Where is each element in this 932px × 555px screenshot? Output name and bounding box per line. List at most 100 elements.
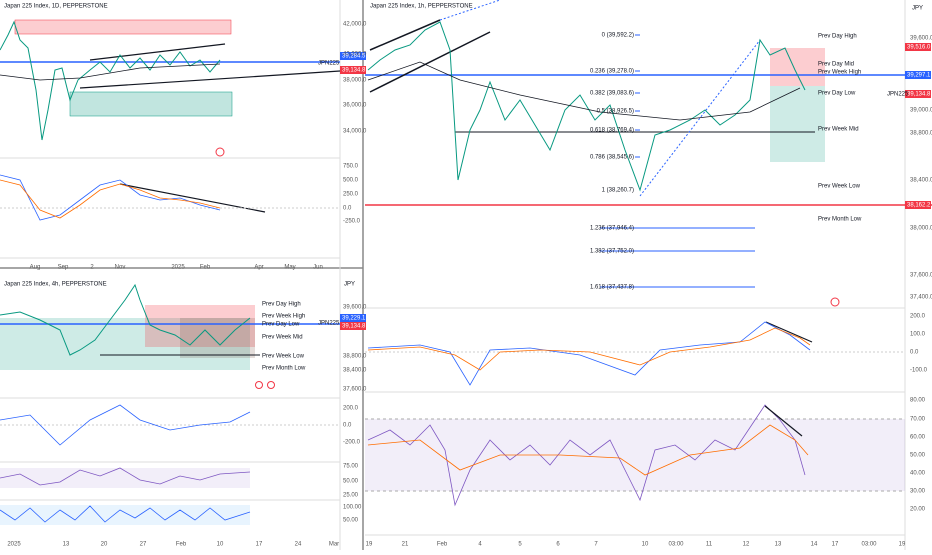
x-tick-label: Aug: [30, 265, 41, 271]
price-tag: [340, 314, 366, 322]
rsi-band: [365, 419, 905, 491]
x-tick-label: 11: [706, 542, 713, 548]
y-tick-label: 100.0: [910, 332, 926, 338]
y-tick-label: 75.00: [343, 464, 359, 470]
y-tick-label: 100.00: [343, 505, 362, 511]
price-line: [0, 283, 251, 356]
y-tick-label: 34,000.0: [343, 129, 367, 135]
price-line: [367, 21, 806, 192]
supply-zone: [14, 19, 232, 35]
alert-icon[interactable]: [215, 147, 225, 157]
price-tag: [340, 322, 366, 330]
symbol-tag: JPN225: [887, 92, 909, 98]
x-tick-label: 2025: [7, 542, 21, 548]
x-tick-label: 17: [832, 542, 839, 548]
y-tick-label: 37,600.0: [910, 273, 932, 279]
y-tick-label: 0.0: [343, 206, 352, 212]
chart-title: Japan 225 Index, 1h, PEPPERSTONE: [370, 4, 473, 10]
rsi-band: [0, 468, 250, 488]
macd-line: [367, 321, 811, 386]
x-tick-label: 6: [556, 542, 560, 548]
level-label: Prev Week Mid: [262, 335, 303, 341]
symbol-tag: JPN225: [318, 321, 340, 327]
fib-anchor: [639, 39, 761, 197]
x-tick-label: 4: [478, 542, 482, 548]
y-tick-label: 37,600.0: [343, 387, 367, 393]
y-tick-label: 38,800.0: [343, 354, 367, 360]
stoch-band: [0, 505, 250, 525]
rsi-line: [0, 467, 251, 486]
level-label: Prev Week Mid: [818, 127, 859, 133]
fib-label: 0.236 (39,278.0): [590, 69, 634, 75]
y-tick-label: 38,000.0: [910, 226, 932, 232]
x-tick-label: 19: [899, 542, 906, 548]
level-label: Prev Day High: [262, 302, 301, 308]
price-tag: [905, 71, 931, 79]
y-tick-label: 38,800.0: [910, 131, 932, 137]
moving-average: [367, 61, 801, 121]
alert-icon[interactable]: [255, 381, 263, 389]
x-tick-label: 14: [811, 542, 818, 548]
y-tick-label: 39,600.0: [910, 36, 932, 42]
fib-label: 1.236 (37,946.4): [590, 226, 634, 232]
trendline: [89, 43, 226, 61]
level-label: Prev Week Low: [818, 184, 861, 190]
y-tick-label: 0.0: [910, 350, 919, 356]
price-tag-label: 39,297.1: [907, 73, 931, 79]
y-tick-label: 30.00: [910, 489, 926, 495]
x-tick-label: 13: [775, 542, 782, 548]
price-tag-label: 39,134.8: [342, 68, 366, 74]
y-tick-label: 200.0: [910, 314, 926, 320]
level-label: Prev Day Mid: [818, 62, 854, 68]
short-risk: [770, 48, 825, 86]
fib-label: 1 (38,260.7): [602, 188, 634, 194]
trendline: [764, 405, 803, 437]
price-tag-label: 38,162.2: [907, 203, 931, 209]
signal-line: [367, 327, 811, 371]
price-tag: [905, 43, 931, 51]
x-tick-label: 12: [743, 542, 750, 548]
trendline: [79, 70, 341, 89]
x-tick-label: Sep: [58, 265, 69, 271]
alert-icon[interactable]: [830, 297, 840, 307]
x-tick-label: 03:00: [668, 542, 684, 548]
level-label: Prev Month Low: [262, 366, 306, 372]
x-tick-label: 27: [140, 542, 147, 548]
y-tick-label: 200.0: [343, 406, 359, 412]
price-line: [0, 20, 221, 141]
x-tick-label: 10: [642, 542, 649, 548]
symbol-tag: JPN225: [318, 61, 340, 67]
short-target: [770, 86, 825, 162]
price-tag-label: 39,229.1: [342, 316, 366, 322]
x-tick-label: Apr: [254, 265, 263, 271]
y-tick-label: 50.00: [343, 518, 359, 524]
y-tick-label: -100.0: [910, 368, 928, 374]
level-label: Prev Month Low: [818, 217, 862, 223]
x-tick-label: 24: [295, 542, 302, 548]
level-label: Prev Day Low: [818, 91, 856, 97]
price-tag-label: 39,134.8: [342, 324, 366, 330]
trendline: [369, 19, 441, 51]
x-tick-label: 21: [402, 542, 409, 548]
x-tick-label: 2: [90, 265, 94, 271]
y-tick-label: 250.0: [343, 192, 359, 198]
y-tick-label: 38,400.0: [343, 368, 367, 374]
level-label: Prev Week Low: [262, 354, 305, 360]
y-tick-label: 70.00: [910, 417, 926, 423]
y-tick-label: 25.00: [343, 493, 359, 499]
x-tick-label: Feb: [176, 542, 187, 548]
macd-line: [0, 174, 221, 221]
y-tick-label: 38,400.0: [910, 178, 932, 184]
y-tick-label: 37,400.0: [910, 295, 932, 301]
chart-title: Japan 225 Index, 4h, PEPPERSTONE: [4, 282, 107, 288]
y-tick-label: 50.00: [343, 479, 359, 485]
trendline: [119, 183, 266, 213]
y-tick-label: 20.00: [910, 507, 926, 513]
price-tag-label: 39,284.5: [342, 54, 366, 60]
x-tick-label: Feb: [437, 542, 448, 548]
level-label: Prev Day Low: [262, 322, 300, 328]
x-tick-label: Nov: [115, 265, 126, 271]
alert-icon[interactable]: [267, 381, 275, 389]
currency: JPY: [912, 6, 923, 12]
